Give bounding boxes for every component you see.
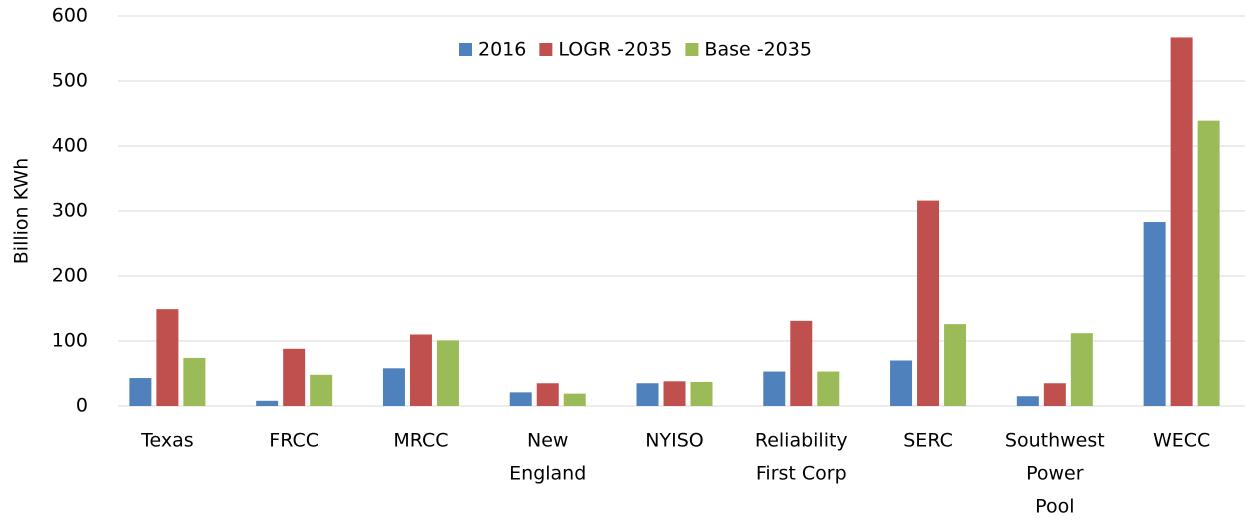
y-tick-label: 300 [52,200,88,222]
bar [563,393,586,406]
y-tick-label: 400 [52,135,88,157]
legend-swatch [685,43,699,56]
legend-label: 2016 [478,39,526,61]
y-axis-title: Billion KWh [11,158,33,264]
bar [790,320,813,406]
y-tick-label: 500 [52,70,88,92]
x-tick-label: FRCC [269,430,319,452]
x-tick-label: England [509,463,586,485]
x-tick-label: SERC [903,430,953,452]
bar [509,392,532,406]
x-tick-label: First Corp [756,463,847,485]
x-tick-label: Power [1026,463,1084,485]
bar [129,378,152,406]
bar [817,371,840,406]
bar [917,200,940,406]
legend-swatch [539,43,553,56]
bar [890,360,913,406]
x-tick-label: Southwest [1005,430,1105,452]
bar [1197,120,1220,407]
bar [256,400,279,406]
bar [1016,396,1039,406]
bar [690,381,713,406]
bar [156,309,179,406]
y-tick-label: 600 [52,5,88,27]
legend-label: Base -2035 [704,39,812,61]
x-tick-label: MRCC [393,430,448,452]
x-tick-label: NYISO [645,430,703,452]
bar [636,383,659,406]
y-tick-label: 0 [76,395,88,417]
y-tick-label: 100 [52,330,88,352]
bar [1170,37,1193,406]
x-tick-label: New [527,430,568,452]
bar [1043,383,1066,406]
legend-swatch [459,43,472,56]
bar [183,357,206,406]
x-tick-label: Pool [1035,496,1074,518]
bar [436,340,459,406]
x-tick-label: WECC [1153,430,1210,452]
bar [663,381,686,406]
bar [763,371,786,406]
bar [310,374,333,406]
x-tick-label: Texas [140,430,194,452]
y-tick-label: 200 [52,265,88,287]
bar [283,348,306,406]
legend-label: LOGR -2035 [558,39,672,61]
x-tick-label: Reliability [755,430,848,452]
bar [1143,222,1166,406]
bar [536,383,559,406]
bar [1070,333,1093,406]
bar [409,334,432,406]
bar [382,368,405,406]
bar [944,324,967,406]
